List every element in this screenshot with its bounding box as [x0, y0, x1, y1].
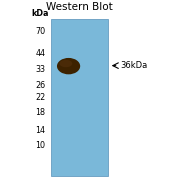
Text: 36kDa: 36kDa	[120, 61, 148, 70]
Text: 26: 26	[35, 81, 45, 90]
Text: 10: 10	[35, 141, 45, 150]
Text: 18: 18	[35, 108, 45, 117]
Ellipse shape	[57, 58, 80, 74]
Text: 14: 14	[35, 126, 45, 135]
Text: 44: 44	[35, 49, 45, 58]
Text: Western Blot: Western Blot	[46, 2, 113, 12]
Bar	[51, 19, 108, 176]
Ellipse shape	[60, 60, 72, 67]
Text: kDa: kDa	[31, 9, 49, 18]
Text: 22: 22	[35, 93, 45, 102]
Text: 33: 33	[35, 65, 45, 74]
Text: 70: 70	[35, 27, 45, 36]
